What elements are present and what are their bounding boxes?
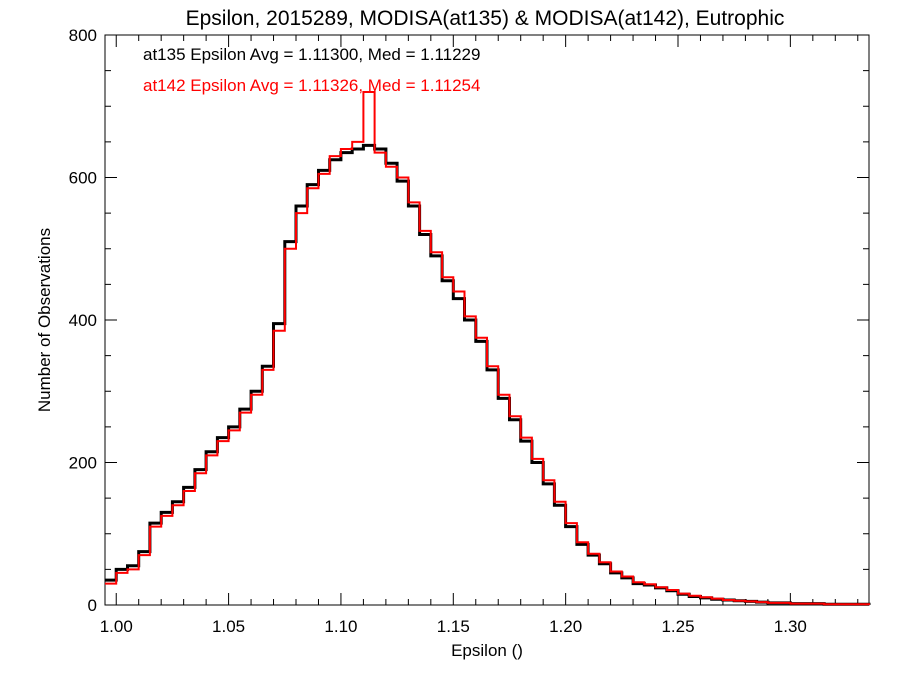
series-at142-line	[105, 91, 870, 606]
chart-title: Epsilon, 2015289, MODISA(at135) & MODISA…	[186, 7, 785, 30]
x-tick-label-0: 1.00	[100, 617, 133, 636]
x-tick-label-6: 1.30	[774, 617, 807, 636]
series-at135-line	[105, 143, 871, 606]
x-tick-labels: 1.00 1.05 1.10 1.15 1.20 1.25 1.30	[100, 617, 807, 636]
x-tick-label-3: 1.15	[437, 617, 470, 636]
annotation-at135: at135 Epsilon Avg = 1.11300, Med = 1.112…	[143, 45, 480, 64]
x-tick-label-2: 1.10	[324, 617, 357, 636]
y-tick-labels: 0 200 400 600 800	[69, 26, 97, 615]
x-axis-label: Epsilon ()	[451, 641, 523, 660]
y-tick-label-4: 800	[69, 26, 97, 45]
y-tick-label-2: 400	[69, 311, 97, 330]
x-tick-label-1: 1.05	[212, 617, 245, 636]
annotation-at142: at142 Epsilon Avg = 1.11326, Med = 1.112…	[143, 76, 480, 95]
y-tick-label-3: 600	[69, 169, 97, 188]
x-tick-label-4: 1.20	[549, 617, 582, 636]
series-layer	[105, 91, 871, 606]
plot-frame	[104, 34, 870, 606]
y-axis-label: Number of Observations	[35, 228, 54, 412]
y-tick-label-1: 200	[69, 454, 97, 473]
x-tick-label-5: 1.25	[661, 617, 694, 636]
y-tick-label-0: 0	[88, 596, 97, 615]
tick-marks	[105, 34, 869, 606]
